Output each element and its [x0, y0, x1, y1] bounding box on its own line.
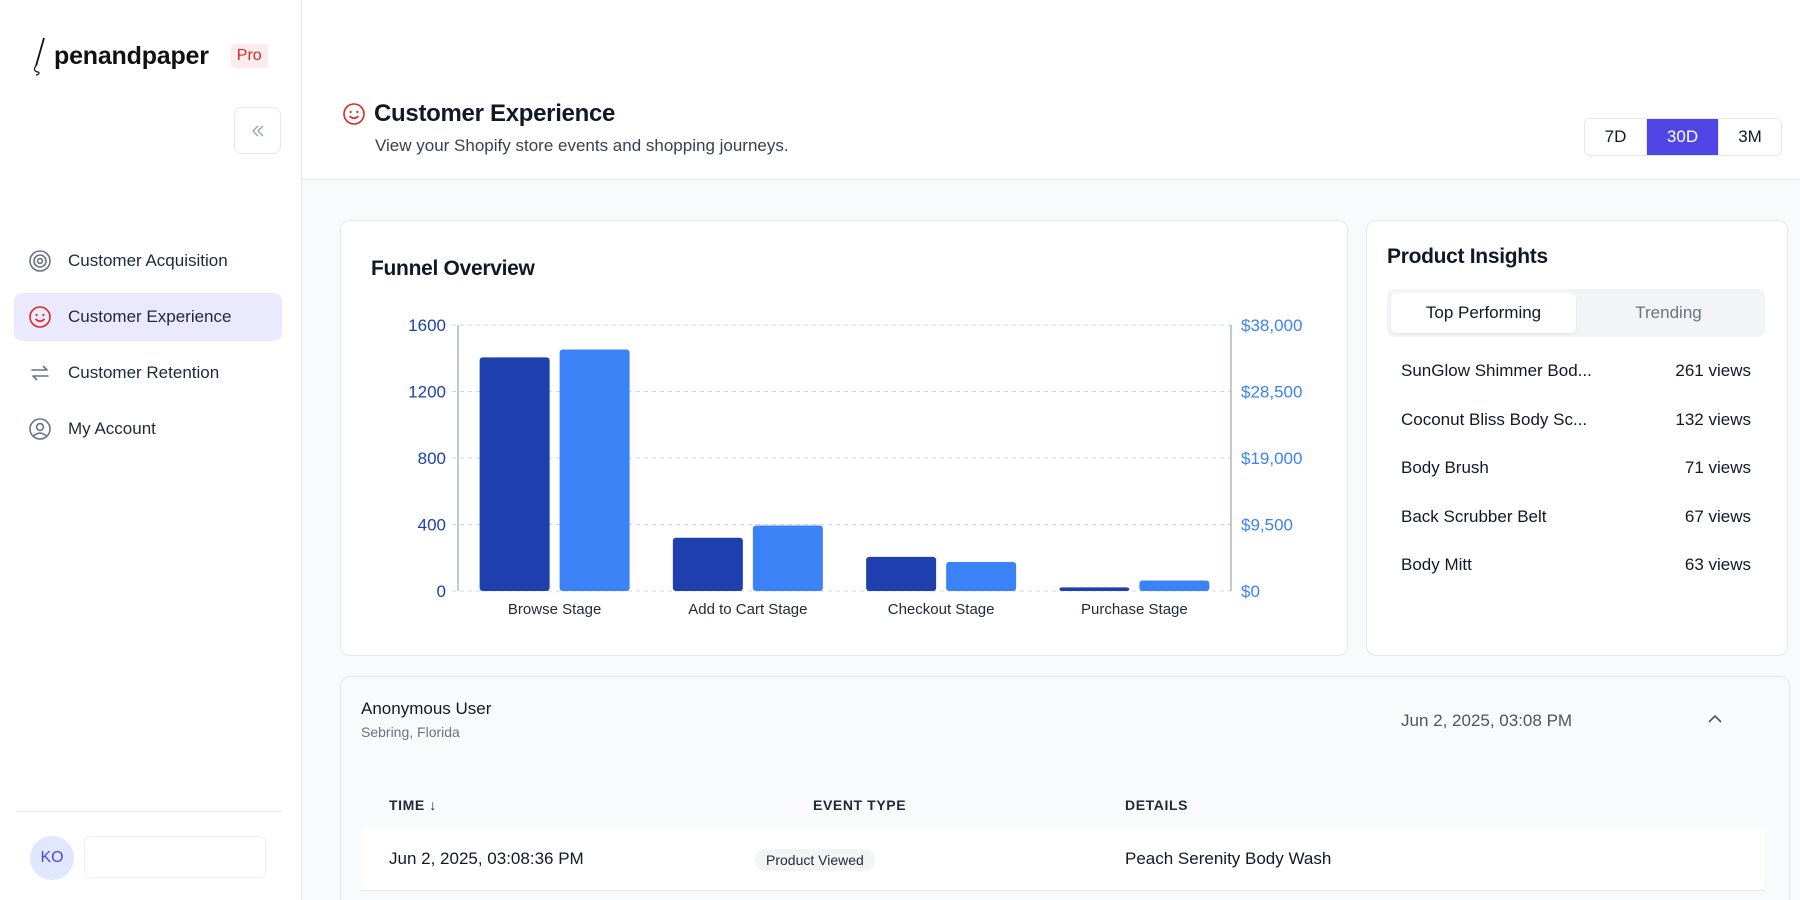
bar	[1059, 587, 1130, 591]
x-tick-label: Browse Stage	[508, 601, 601, 618]
column-header-event-type: EVENT TYPE	[813, 797, 907, 813]
user-circle-icon	[28, 417, 52, 441]
bar	[866, 556, 937, 591]
y-right-tick-label: $9,500	[1241, 516, 1293, 535]
target-icon	[28, 249, 52, 273]
y-right-tick-label: $38,000	[1241, 316, 1302, 335]
x-tick-label: Purchase Stage	[1081, 601, 1188, 618]
event-type-badge: Product Viewed	[755, 849, 875, 871]
product-views: 71 views	[1684, 458, 1751, 477]
x-tick-label: Checkout Stage	[888, 601, 995, 618]
sidebar-item-label: Customer Retention	[68, 363, 220, 382]
pro-badge: Pro	[230, 44, 268, 68]
y-left-tick-label: 400	[418, 516, 446, 535]
y-left-tick-label: 1200	[408, 383, 446, 402]
session-time: Jun 2, 2025, 03:08 PM	[1401, 711, 1573, 730]
pen-icon	[33, 37, 45, 76]
y-right-tick-label: $19,000	[1241, 449, 1302, 468]
brand-name: penandpaper	[54, 41, 209, 70]
list-item[interactable]: Body Mitt 63 views	[1401, 555, 1751, 604]
product-insights-card: Product Insights Top Performing Trending…	[1366, 220, 1788, 656]
page-title: Customer Experience	[374, 100, 616, 127]
chevrons-left-icon	[251, 125, 263, 136]
tab-trending[interactable]: Trending	[1635, 303, 1702, 322]
event-time: Jun 2, 2025, 03:08:36 PM	[389, 849, 584, 868]
repeat-icon	[28, 361, 52, 385]
table-row[interactable]: Jun 2, 2025, 03:08:36 PM Product Viewed …	[361, 829, 1765, 891]
page-subtitle: View your Shopify store events and shopp…	[375, 136, 789, 155]
insights-tabs: Top Performing Trending	[1387, 289, 1765, 337]
sidebar-nav: Customer Acquisition Customer Experience…	[14, 237, 282, 461]
x-tick-label: Add to Cart Stage	[688, 601, 807, 618]
page-title-row: Customer Experience	[342, 100, 615, 128]
brand-logo[interactable]: penandpaper Pro	[30, 36, 268, 76]
insights-title: Product Insights	[1387, 245, 1548, 268]
bar	[946, 561, 1017, 591]
sidebar: penandpaper Pro Customer Acquisition Cus…	[0, 0, 302, 900]
sidebar-item-label: Customer Acquisition	[68, 251, 228, 270]
range-30d-button[interactable]: 30D	[1647, 119, 1719, 155]
session-card: Anonymous User Sebring, Florida Jun 2, 2…	[340, 676, 1790, 900]
bar	[559, 349, 630, 591]
y-right-tick-label: $28,500	[1241, 383, 1302, 402]
table-header: TIME ↓ EVENT TYPE DETAILS	[389, 797, 1779, 817]
main-content: Funnel Overview 0 $0 400 $9,500 800 $19,000 12…	[302, 180, 1800, 900]
y-left-tick-label: 0	[437, 582, 446, 601]
sidebar-item-customer-retention[interactable]: Customer Retention	[14, 349, 282, 397]
product-views: 132 views	[1675, 409, 1751, 429]
product-name: Body Brush	[1401, 458, 1489, 477]
list-item[interactable]: Back Scrubber Belt 67 views	[1401, 507, 1751, 556]
sidebar-item-label: My Account	[68, 419, 156, 438]
y-right-tick-label: $0	[1241, 582, 1260, 601]
funnel-title: Funnel Overview	[371, 257, 535, 280]
sidebar-item-label: Customer Experience	[68, 307, 232, 326]
product-name: Body Mitt	[1401, 555, 1472, 574]
product-name: Back Scrubber Belt	[1401, 506, 1547, 526]
product-views: 67 views	[1684, 506, 1751, 526]
product-name: Coconut Bliss Body Sc...	[1401, 409, 1588, 429]
product-views: 261 views	[1675, 361, 1751, 380]
sidebar-footer: KO	[16, 811, 282, 880]
account-menu[interactable]	[84, 836, 266, 878]
collapse-sidebar-button[interactable]	[234, 107, 281, 154]
funnel-overview-card: Funnel Overview 0 $0 400 $9,500 800 $19,000 12…	[340, 220, 1348, 656]
session-user: Anonymous User	[361, 699, 492, 718]
chevron-up-icon[interactable]	[1707, 713, 1723, 725]
sidebar-item-my-account[interactable]: My Account	[14, 405, 282, 453]
product-views: 63 views	[1684, 555, 1751, 574]
avatar[interactable]: KO	[30, 836, 74, 880]
column-header-time[interactable]: TIME ↓	[389, 797, 437, 813]
smiley-icon	[343, 103, 365, 125]
product-list: SunGlow Shimmer Bod... 261 views Coconut …	[1401, 361, 1751, 604]
bar	[752, 525, 823, 591]
range-3m-button[interactable]: 3M	[1719, 119, 1781, 155]
product-name: SunGlow Shimmer Bod...	[1401, 361, 1592, 380]
date-range-toggle: 7D 30D 3M	[1584, 118, 1782, 156]
list-item[interactable]: SunGlow Shimmer Bod... 261 views	[1401, 361, 1751, 410]
event-details: Peach Serenity Body Wash	[1125, 849, 1332, 868]
funnel-chart: 0 $0 400 $9,500 800 $19,000 1200 $28,500 1600 $38…	[408, 316, 1302, 618]
smiley-icon	[28, 305, 52, 329]
sidebar-item-customer-acquisition[interactable]: Customer Acquisition	[14, 237, 282, 285]
sidebar-item-customer-experience[interactable]: Customer Experience	[14, 293, 282, 341]
range-7d-button[interactable]: 7D	[1585, 119, 1647, 155]
bar	[672, 537, 743, 591]
column-header-details: DETAILS	[1125, 797, 1189, 813]
bar	[1139, 580, 1210, 591]
list-item[interactable]: Body Brush 71 views	[1401, 458, 1751, 507]
bar	[479, 357, 550, 591]
list-item[interactable]: Coconut Bliss Body Sc... 132 views	[1401, 410, 1751, 459]
page-header: Customer Experience View your Shopify st…	[302, 0, 1800, 180]
y-left-tick-label: 800	[418, 449, 446, 468]
y-left-tick-label: 1600	[408, 316, 446, 335]
tab-top-performing[interactable]: Top Performing	[1391, 293, 1576, 333]
session-location: Sebring, Florida	[361, 724, 460, 740]
